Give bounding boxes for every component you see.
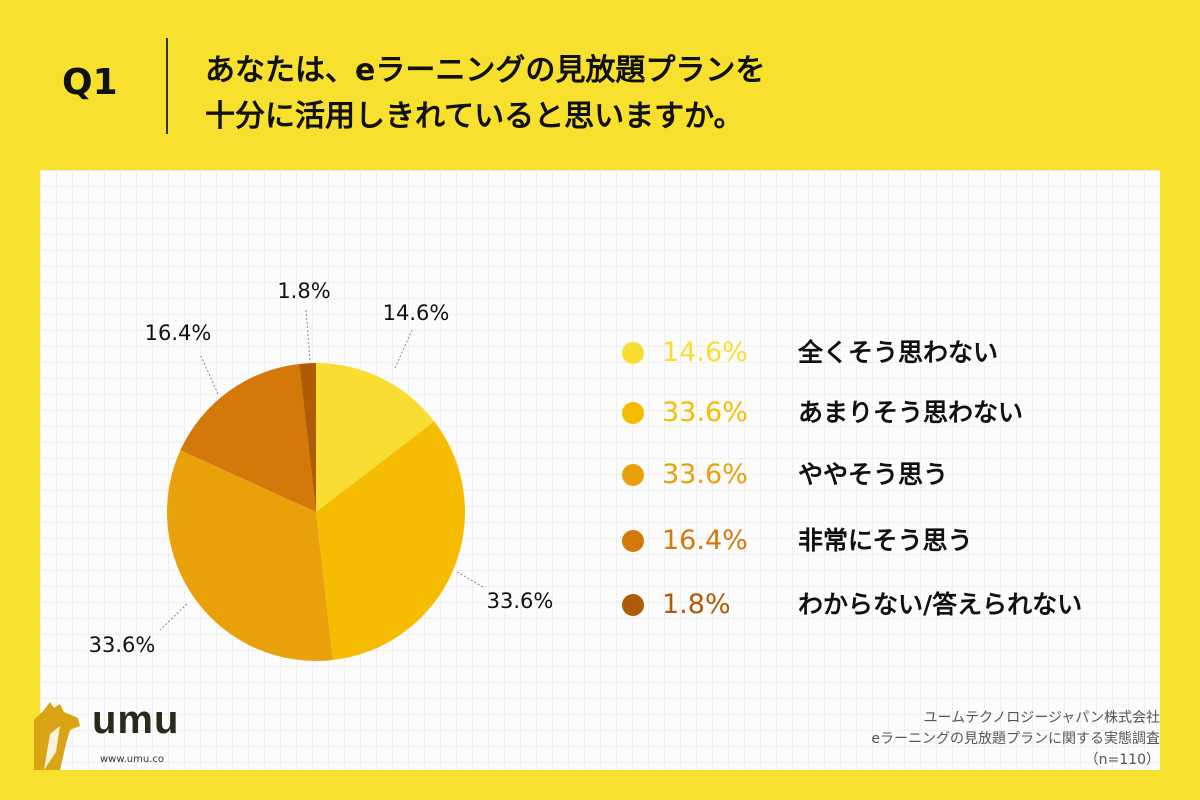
data-label: 16.4% [145, 321, 212, 345]
pie-slice [316, 363, 435, 512]
umu-logo: umu www.umu.co [30, 698, 200, 780]
legend-item: 16.4% 非常にそう思う [622, 522, 1142, 562]
legend-swatch-icon [622, 464, 644, 486]
question-title-line1: あなたは、eラーニングの見放題プランを [205, 53, 766, 88]
source-note: ユームテクノロジージャパン株式会社 eラーニングの見放題プランに関する実態調査 … [740, 708, 1160, 771]
legend-percent: 16.4% [662, 525, 748, 556]
source-sample: （n=110） [1084, 752, 1160, 768]
question-number: Q1 [62, 62, 118, 103]
source-company: ユームテクノロジージャパン株式会社 [923, 710, 1160, 726]
legend-label: 全くそう思わない [798, 338, 999, 367]
legend-swatch-icon [622, 530, 644, 552]
legend-swatch-icon [622, 402, 644, 424]
legend-percent: 14.6% [662, 337, 748, 368]
legend-item: 14.6% 全くそう思わない [622, 334, 1142, 374]
legend-percent: 1.8% [662, 589, 731, 620]
legend-item: 33.6% ややそう思う [622, 456, 1142, 496]
legend-percent: 33.6% [662, 459, 748, 490]
legend-item: 1.8% わからない/答えられない [622, 586, 1142, 626]
leader-line [394, 329, 413, 369]
leader-line [456, 571, 486, 589]
pie-slice [167, 450, 333, 661]
header: Q1 あなたは、eラーニングの見放題プランを 十分に活用しきれていると思いますか… [0, 0, 1200, 170]
legend-swatch-icon [622, 594, 644, 616]
question-title-line2: 十分に活用しきれていると思いますか。 [205, 99, 744, 134]
data-label: 33.6% [89, 633, 156, 657]
pie-slice [299, 363, 316, 512]
chart-panel: 14.6% 33.6% 33.6% 16.4% 1.8% 14.6% 全くそう思わない 33… [40, 170, 1160, 770]
legend-label: ややそう思う [798, 460, 949, 489]
legend-label: 非常にそう思う [798, 526, 973, 555]
pie-chart: 14.6% 33.6% 33.6% 16.4% 1.8% [89, 279, 554, 661]
logo-text: umu [92, 698, 180, 742]
data-label: 33.6% [487, 589, 554, 613]
legend-percent: 33.6% [662, 397, 748, 428]
legend-label: あまりそう思わない [798, 398, 1024, 427]
leader-line [199, 353, 219, 395]
leader-line [305, 309, 311, 361]
giraffe-logo-icon [34, 702, 80, 770]
source-survey: eラーニングの見放題プランに関する実態調査 [871, 731, 1160, 747]
pie-slice [180, 363, 316, 512]
question-title: あなたは、eラーニングの見放題プランを 十分に活用しきれていると思いますか。 [205, 48, 1165, 140]
pie-slice [316, 421, 465, 661]
logo-url: www.umu.co [100, 754, 165, 765]
legend-item: 33.6% あまりそう思わない [622, 394, 1142, 434]
legend-swatch-icon [622, 342, 644, 364]
leader-line [159, 603, 188, 631]
legend-label: わからない/答えられない [798, 590, 1083, 619]
data-label: 1.8% [277, 279, 330, 303]
data-label: 14.6% [383, 301, 450, 325]
header-divider [166, 38, 168, 134]
